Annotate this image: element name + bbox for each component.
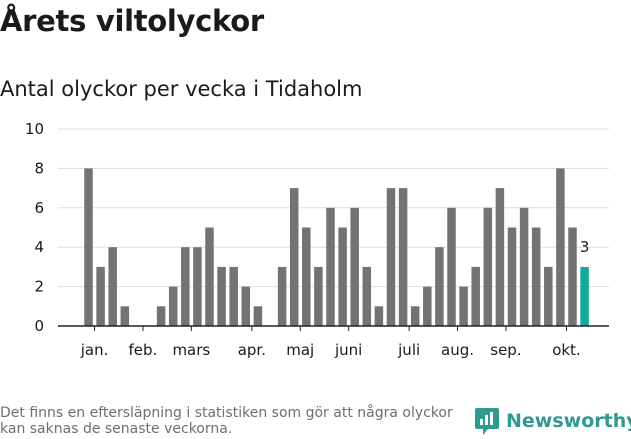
bar[interactable] — [181, 247, 190, 326]
bar[interactable] — [241, 286, 251, 326]
bar[interactable] — [229, 266, 238, 326]
y-tick-label: 8 — [34, 159, 44, 177]
bar[interactable] — [556, 168, 565, 326]
y-axis-ticks: 0 2 4 6 8 10 — [25, 120, 44, 335]
footnote: Det finns en eftersläpning i statistiken… — [0, 405, 453, 437]
x-tick-label: juni — [334, 341, 362, 359]
x-axis-ticks: jan. feb. mars apr. maj juni juli aug. sep. okt. — [80, 326, 581, 359]
bar[interactable] — [108, 247, 117, 326]
bar[interactable] — [447, 207, 456, 326]
bar[interactable] — [471, 266, 480, 326]
chart-subtitle: Antal olyckor per vecka i Tidaholm — [0, 77, 363, 101]
data-labels: 3 — [580, 238, 590, 256]
x-tick-label: mars — [172, 341, 210, 359]
bar-chart: 0 2 4 6 8 10 jan. feb. mars apr. maj juni juli aug. s… — [25, 120, 609, 359]
bar-current-week[interactable] — [580, 266, 589, 326]
bar[interactable] — [495, 188, 505, 326]
bar[interactable] — [217, 266, 226, 326]
x-tick-label: jan. — [80, 341, 109, 359]
y-tick-label: 10 — [25, 120, 44, 138]
bar[interactable] — [277, 266, 287, 326]
x-tick-label: apr. — [238, 341, 266, 359]
data-label-current-week: 3 — [580, 238, 590, 256]
newsworthy-logo[interactable]: Newsworthy — [474, 406, 631, 436]
bar[interactable] — [253, 306, 263, 326]
bar[interactable] — [507, 227, 517, 327]
bar[interactable] — [193, 247, 202, 326]
bar[interactable] — [483, 207, 493, 326]
x-tick-label: aug. — [441, 341, 474, 359]
bar[interactable] — [302, 227, 311, 327]
bar[interactable] — [459, 286, 468, 326]
bar[interactable] — [289, 188, 299, 326]
bar[interactable] — [568, 227, 577, 327]
newsworthy-logo-icon — [475, 408, 499, 435]
bar[interactable] — [326, 207, 335, 326]
bar[interactable] — [423, 286, 432, 326]
x-tick-label: juli — [397, 341, 420, 359]
bars — [84, 168, 589, 326]
x-tick-label: feb. — [129, 341, 158, 359]
bar[interactable] — [531, 227, 541, 327]
chart-title: Årets viltolyckor — [0, 4, 264, 38]
bar[interactable] — [410, 306, 420, 326]
x-tick-label: okt. — [552, 341, 581, 359]
y-tick-label: 4 — [34, 238, 44, 256]
bar[interactable] — [84, 168, 93, 326]
bar[interactable] — [338, 227, 347, 327]
bar[interactable] — [374, 306, 384, 326]
bar[interactable] — [435, 247, 444, 326]
bar[interactable] — [544, 266, 553, 326]
bar[interactable] — [156, 306, 166, 326]
y-tick-label: 0 — [34, 317, 44, 335]
logo-text: Newsworthy — [506, 410, 631, 432]
bar[interactable] — [398, 188, 408, 326]
x-tick-label: sep. — [490, 341, 521, 359]
bar[interactable] — [519, 207, 529, 326]
bar[interactable] — [96, 266, 105, 326]
y-tick-label: 2 — [34, 278, 44, 296]
bar[interactable] — [120, 306, 130, 326]
y-tick-label: 6 — [34, 199, 44, 217]
bar[interactable] — [350, 207, 359, 326]
bar[interactable] — [362, 266, 372, 326]
bar[interactable] — [168, 286, 178, 326]
x-tick-label: maj — [286, 341, 314, 359]
bar[interactable] — [205, 227, 214, 327]
bar[interactable] — [386, 188, 396, 326]
bar[interactable] — [314, 266, 323, 326]
